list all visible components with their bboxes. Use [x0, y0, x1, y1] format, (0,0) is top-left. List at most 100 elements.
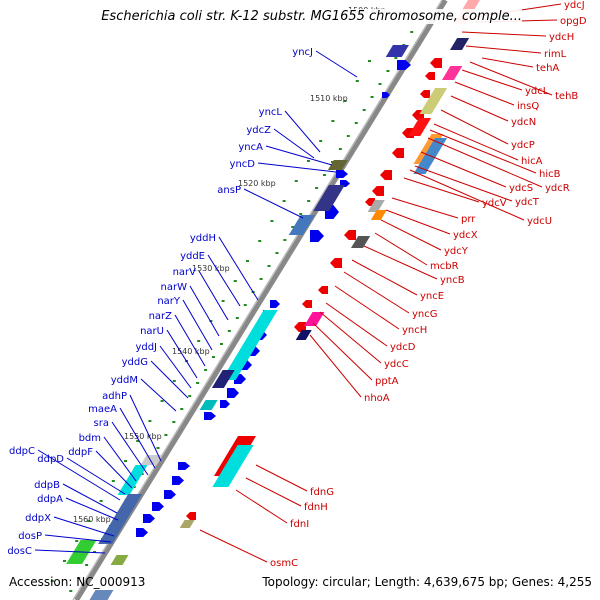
gene-label-right[interactable]: opgD — [560, 16, 587, 27]
gene-label-left[interactable]: ansP — [217, 185, 241, 196]
gene-label-left[interactable]: dosP — [18, 531, 42, 542]
gene-block — [327, 160, 348, 170]
gene-label-right[interactable]: ydcL — [525, 86, 549, 97]
gene-label-right[interactable]: yncG — [412, 309, 438, 320]
gene-block — [419, 88, 448, 114]
gene-label-right[interactable]: tehA — [536, 63, 559, 74]
scale-dot — [275, 252, 279, 254]
gene-label-left-leader — [65, 497, 119, 521]
gene-label-right-leader — [363, 245, 438, 280]
gene-label-left[interactable]: yddJ — [135, 342, 157, 353]
gene-label-right[interactable]: ydcC — [384, 359, 409, 370]
gene-label-left[interactable]: narU — [140, 326, 164, 337]
gene-label-right[interactable]: ydcV — [482, 198, 507, 209]
gene-label-right[interactable]: rimL — [544, 49, 567, 60]
red-gene-arrow — [302, 300, 312, 308]
gene-label-right-leader — [469, 61, 553, 96]
gene-label-right[interactable]: ydcP — [511, 140, 535, 151]
gene-block — [295, 330, 312, 340]
gene-label-left[interactable]: ddpX — [25, 513, 51, 524]
gene-label-left[interactable]: yncD — [230, 159, 256, 170]
gene-label-right[interactable]: fdnI — [290, 519, 309, 530]
red-gene-arrow — [330, 258, 342, 268]
gene-label-right[interactable]: fdnH — [304, 502, 328, 513]
gene-label-left[interactable]: bdm — [79, 433, 101, 444]
blue-gene-arrow — [336, 170, 348, 178]
gene-label-left[interactable]: narY — [157, 296, 181, 307]
gene-label-left-leader — [44, 534, 112, 543]
gene-label-right[interactable]: pptA — [375, 376, 399, 387]
scale-dot — [323, 174, 327, 176]
gene-label-left[interactable]: yncA — [238, 142, 263, 153]
gene-label-right-leader — [385, 209, 451, 235]
scale-dot — [258, 240, 262, 242]
gene-label-left[interactable]: ddpA — [37, 494, 63, 505]
gene-label-right-leader — [374, 232, 428, 266]
blue-gene-arrow — [270, 300, 280, 308]
scale-dot — [77, 577, 81, 579]
gene-label-right[interactable]: prr — [461, 214, 476, 225]
gene-label-right[interactable]: ydcD — [390, 342, 416, 353]
gene-label-right[interactable]: yncE — [420, 291, 444, 302]
gene-label-right[interactable]: fdnG — [310, 487, 334, 498]
gene-label-left[interactable]: yncL — [259, 107, 283, 118]
gene-label-left[interactable]: yddH — [190, 233, 216, 244]
gene-label-right-leader — [343, 271, 410, 314]
gene-block — [211, 370, 235, 388]
gene-label-left[interactable]: ddpB — [34, 480, 60, 491]
gene-label-right[interactable]: hicB — [539, 169, 561, 180]
gene-block — [449, 38, 470, 50]
gene-label-left[interactable]: yddE — [180, 251, 205, 262]
gene-label-right-leader — [334, 285, 400, 330]
gene-label-left[interactable]: sra — [94, 418, 109, 429]
gene-label-right-leader — [420, 151, 507, 188]
gene-label-left[interactable]: narV — [173, 267, 197, 278]
gene-label-right[interactable]: mcbR — [430, 261, 459, 272]
gene-label-left-leader — [66, 457, 126, 495]
gene-label-left[interactable]: maeA — [88, 404, 117, 415]
gene-label-left[interactable]: adhP — [102, 391, 127, 402]
gene-label-right-leader — [309, 334, 362, 398]
gene-label-left[interactable]: yddG — [122, 357, 148, 368]
gene-label-right[interactable]: ydcT — [515, 197, 540, 208]
gene-label-right[interactable]: insQ — [517, 101, 539, 112]
gene-label-left[interactable]: dosC — [7, 546, 32, 557]
gene-label-right[interactable]: tehB — [555, 91, 578, 102]
gene-label-right[interactable]: ydcJ — [564, 0, 585, 11]
gene-label-right[interactable]: yncH — [402, 325, 427, 336]
gene-label-right[interactable]: ydcN — [511, 117, 536, 128]
gene-label-right[interactable]: nhoA — [364, 393, 390, 404]
gene-label-right-leader — [319, 311, 382, 364]
gene-label-left-leader — [103, 436, 137, 482]
gene-label-right[interactable]: ydcX — [453, 230, 478, 241]
gene-label-left[interactable]: yddM — [111, 375, 138, 386]
gene-label-right[interactable]: hicA — [521, 156, 543, 167]
gene-block — [212, 445, 254, 487]
gene-label-left-leader — [119, 407, 156, 469]
gene-label-left[interactable]: ddpC — [9, 446, 35, 457]
gene-label-right[interactable]: osmC — [270, 558, 298, 569]
gene-label-right[interactable]: ydcH — [549, 32, 574, 43]
gene-label-right[interactable]: ydcU — [527, 216, 552, 227]
gene-label-right[interactable]: ydcS — [509, 183, 533, 194]
gene-label-left[interactable]: ddpF — [68, 447, 93, 458]
scale-dot — [343, 100, 347, 102]
gene-label-left-leader — [218, 236, 259, 301]
gene-label-left[interactable]: narW — [161, 282, 188, 293]
scale-dot — [246, 260, 249, 262]
gene-label-right[interactable]: ydcY — [444, 246, 469, 257]
gene-label-left[interactable]: narZ — [149, 311, 173, 322]
gene-label-left[interactable]: yncJ — [292, 47, 313, 58]
gene-label-right[interactable]: ydcR — [545, 183, 570, 194]
scale-tick-label: 1540 kbp — [172, 347, 210, 356]
scale-tick-label: 1550 kbp — [124, 432, 162, 441]
scale-tick-label: 1530 kbp — [192, 264, 230, 273]
gene-block — [98, 494, 143, 544]
gene-label-right[interactable]: yncB — [440, 275, 465, 286]
gene-label-left[interactable]: ddpD — [37, 454, 64, 465]
gene-label-left[interactable]: ydcZ — [246, 125, 271, 136]
blue-gene-arrow — [172, 476, 184, 485]
scale-dot — [172, 421, 176, 423]
gene-label-right-leader — [325, 302, 388, 347]
